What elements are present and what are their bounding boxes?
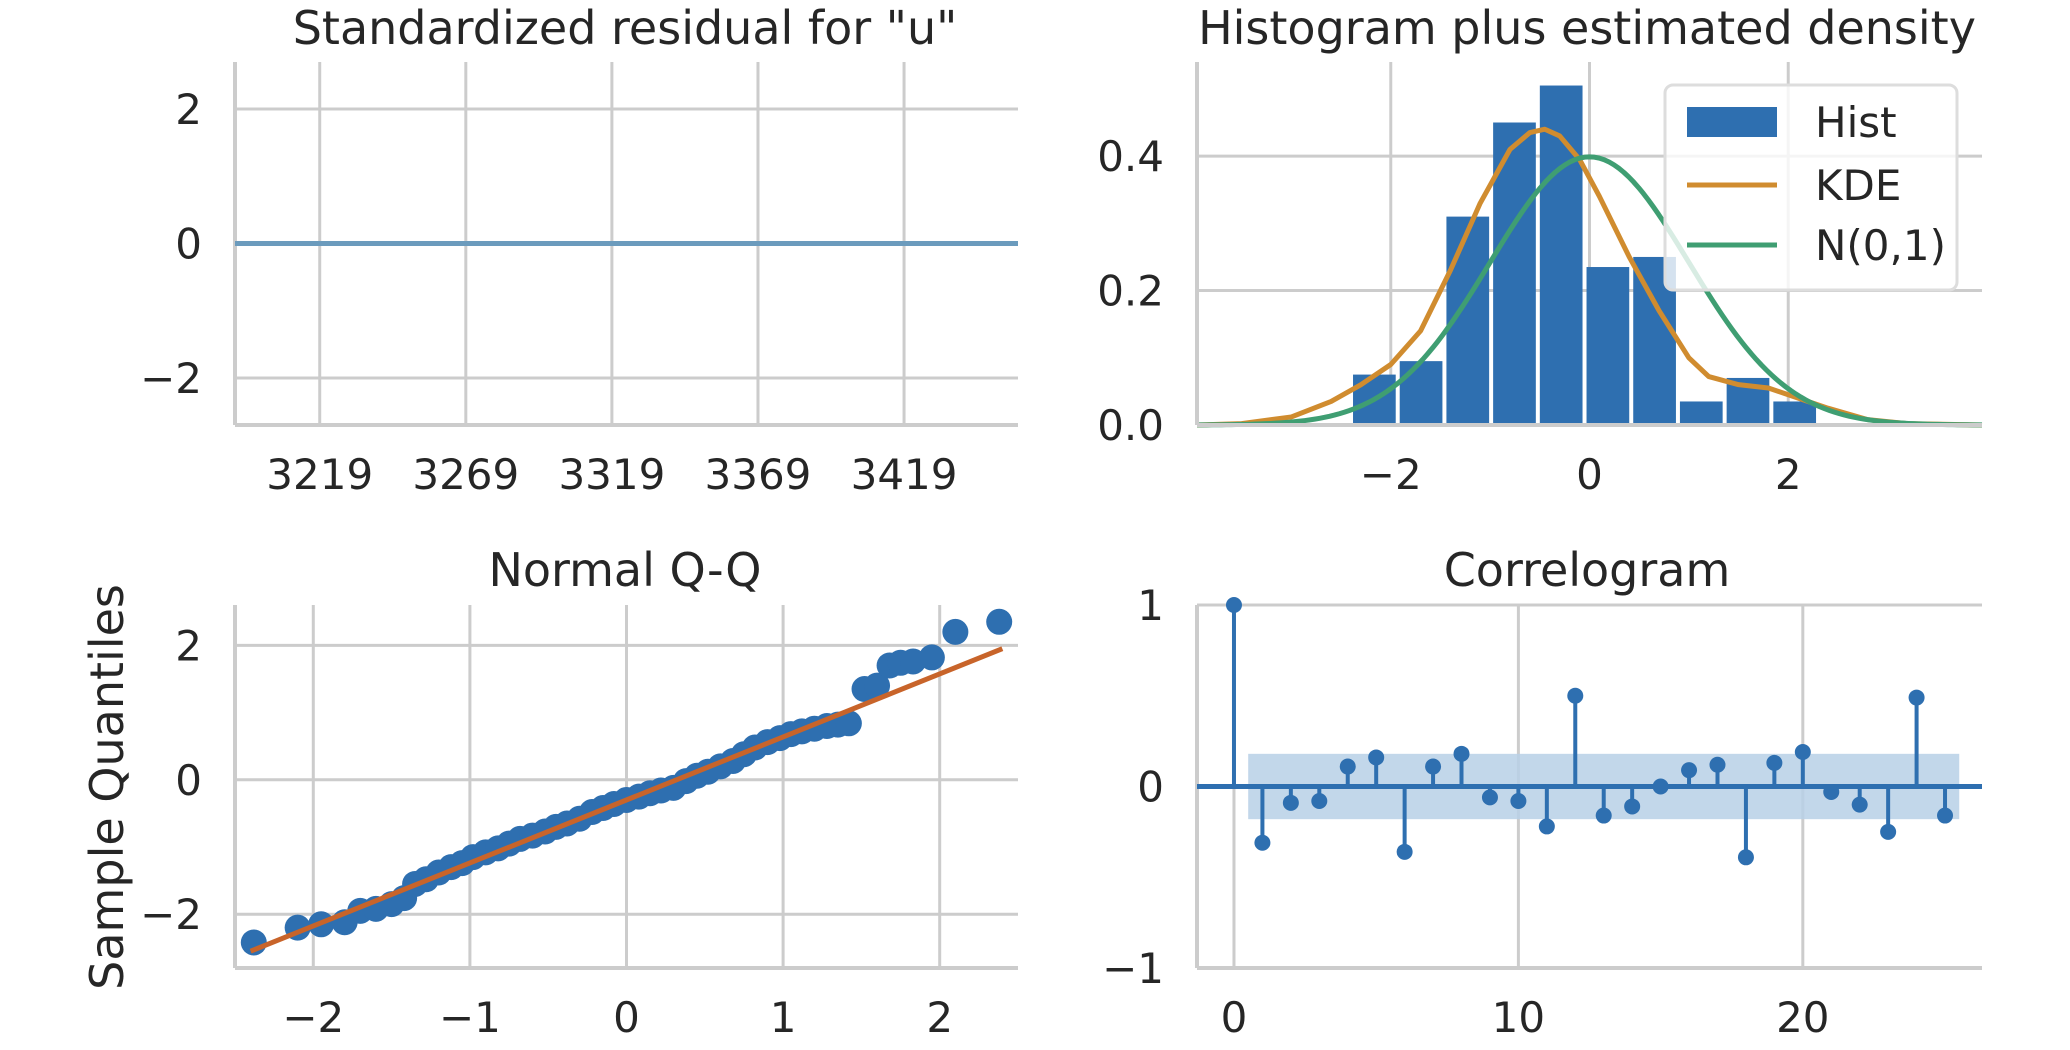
acf-marker <box>1595 807 1612 824</box>
acf-marker <box>1453 745 1470 762</box>
x-tick-label: 3369 <box>705 450 812 499</box>
acf-marker <box>1368 749 1385 766</box>
acf-marker <box>1681 762 1698 779</box>
qq-reference-line <box>249 646 1004 954</box>
panel-2-title: Histogram plus estimated density <box>1198 1 1976 55</box>
legend-label-normal: N(0,1) <box>1815 221 1946 270</box>
histogram-bar <box>1399 361 1443 425</box>
panel-3-title: Normal Q-Q <box>488 543 761 597</box>
panel-4-title: Correlogram <box>1444 543 1731 597</box>
panel-histogram-density: Histogram plus estimated density −2 0 2 0.0… <box>1097 1 1983 499</box>
legend-label-kde: KDE <box>1815 161 1901 210</box>
y-tick-label: 0 <box>175 220 202 269</box>
panel-1-title: Standardized residual for "u" <box>293 1 958 55</box>
x-tick-label: 3269 <box>412 450 519 499</box>
qq-point <box>918 644 945 671</box>
y-tick-label: 0.0 <box>1097 401 1164 450</box>
acf-marker <box>1225 597 1242 613</box>
acf-marker <box>1709 756 1726 773</box>
acf-marker <box>1624 798 1641 815</box>
x-tick-label: 0 <box>1576 450 1603 499</box>
acf-marker <box>1908 689 1925 706</box>
histogram-bar <box>1679 401 1723 425</box>
x-tick-label: 20 <box>1776 993 1829 1042</box>
acf-marker <box>1254 834 1271 851</box>
panel-normal-qq: Normal Q-Q Sample Quantiles −2 −1 0 1 2 −2 0 2 <box>80 543 1018 1042</box>
y-tick-label: 2 <box>175 85 202 134</box>
y-tick-label: −2 <box>140 890 202 939</box>
x-tick-label: 10 <box>1492 993 1545 1042</box>
x-tick-label: 0 <box>1221 993 1248 1042</box>
kde-line <box>1196 126 1983 428</box>
acf-marker <box>1851 796 1868 813</box>
x-tick-label: 3219 <box>266 450 373 499</box>
y-tick-label: 2 <box>175 621 202 670</box>
y-tick-label: −1 <box>1102 944 1164 993</box>
x-tick-label: 3319 <box>558 450 665 499</box>
y-tick-label: 0 <box>175 756 202 805</box>
y-tick-label: 1 <box>1137 581 1164 630</box>
normal-density-line <box>1196 154 1983 428</box>
acf-marker <box>1794 744 1811 761</box>
legend-label-hist: Hist <box>1815 98 1897 147</box>
acf-marker <box>1339 758 1356 775</box>
acf-marker <box>1880 823 1897 840</box>
acf-marker <box>1538 818 1555 835</box>
acf-marker <box>1737 849 1754 866</box>
x-tick-label: 2 <box>1775 450 1802 499</box>
panel-standardized-residual: Standardized residual for "u" 3219 3269 33… <box>140 1 1018 499</box>
x-tick-label: 1 <box>770 993 797 1042</box>
x-tick-label: 2 <box>926 993 953 1042</box>
qq-point <box>986 608 1013 635</box>
acf-marker <box>1567 687 1584 704</box>
acf-marker <box>1311 793 1328 810</box>
acf-marker <box>1937 807 1954 824</box>
y-tick-label: 0 <box>1137 763 1164 812</box>
acf-marker <box>1425 758 1442 775</box>
acf-marker <box>1823 783 1840 800</box>
panel-correlogram: Correlogram 0 10 20 −1 0 1 <box>1102 543 1982 1042</box>
x-tick-label: 0 <box>613 993 640 1042</box>
qq-point <box>835 710 862 737</box>
y-tick-label: 0.2 <box>1097 267 1164 316</box>
x-tick-label: −2 <box>1360 450 1422 499</box>
acf-marker <box>1510 793 1527 810</box>
y-tick-label: −2 <box>140 354 202 403</box>
legend-swatch-hist <box>1687 107 1777 137</box>
histogram-bar <box>1539 85 1583 426</box>
x-tick-label: 3419 <box>851 450 958 499</box>
legend: Hist KDE N(0,1) <box>1663 83 1959 292</box>
qq-point <box>864 672 891 699</box>
acf-marker <box>1652 778 1669 795</box>
histogram-bar <box>1493 122 1536 425</box>
x-tick-label: −1 <box>439 993 501 1042</box>
acf-marker <box>1481 789 1498 806</box>
acf-marker <box>1282 794 1299 811</box>
qq-point <box>942 618 969 645</box>
acf-marker <box>1766 754 1783 771</box>
x-tick-label: −2 <box>282 993 344 1042</box>
y-tick-label: 0.4 <box>1097 132 1164 181</box>
qq-y-axis-label: Sample Quantiles <box>80 584 134 990</box>
histogram-bar <box>1773 401 1817 425</box>
acf-marker <box>1396 843 1413 860</box>
histogram-bar <box>1586 267 1630 425</box>
